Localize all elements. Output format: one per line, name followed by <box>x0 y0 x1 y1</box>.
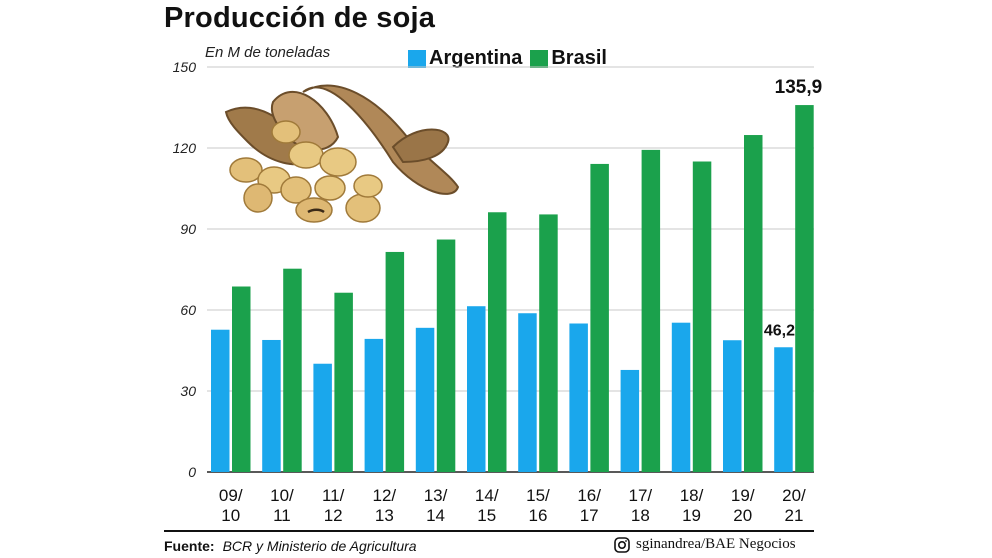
x-tick-label-2-1: 12 <box>324 506 343 525</box>
data-label-argentina-11: 46,2 <box>764 322 795 339</box>
legend: Argentina Brasil <box>408 47 615 70</box>
bar-chart: 0 30 60 90 120 150 09/10 10/11 11/12 12/13 13/14 1… <box>173 59 823 525</box>
bar-brasil-5 <box>488 212 507 472</box>
y-tick-label-150: 150 <box>173 59 197 75</box>
x-tick-label-0-1: 10 <box>221 506 240 525</box>
x-tick-label-11-0: 20/ <box>782 486 806 505</box>
y-tick-label-60: 60 <box>180 302 196 318</box>
bar-argentina-9 <box>671 322 691 472</box>
bar-brasil-3 <box>385 251 405 472</box>
x-tick-label-9-0: 18/ <box>680 486 704 505</box>
x-tick-label-5-0: 14/ <box>475 486 499 505</box>
soybean-pods-icon <box>224 84 460 223</box>
x-tick-label-0-0: 09/ <box>219 486 243 505</box>
x-tick-label-4-0: 13/ <box>424 486 448 505</box>
data-label-brasil-11: 135,9 <box>775 77 823 98</box>
x-tick-label-8-0: 17/ <box>629 486 653 505</box>
bar-argentina-1 <box>262 339 281 472</box>
credit-text: sginandrea/BAE Negocios <box>636 536 796 552</box>
y-tick-label-30: 30 <box>180 383 196 399</box>
x-tick-label-6-1: 16 <box>528 506 547 525</box>
x-tick-label-11-1: 21 <box>784 506 803 525</box>
source-text: BCR y Ministerio de Agricultura <box>222 538 417 554</box>
bar-brasil-11 <box>795 105 814 472</box>
bar-brasil-10 <box>744 135 763 473</box>
bars <box>211 105 814 473</box>
bar-brasil-2 <box>334 292 353 472</box>
legend-item-argentina: Argentina <box>408 47 522 70</box>
bar-brasil-0 <box>232 286 251 472</box>
x-tick-label-3-1: 13 <box>375 506 394 525</box>
chart-title: Producción de soja <box>164 2 436 34</box>
bar-argentina-5 <box>467 306 486 472</box>
x-axis-labels: 09/10 10/11 11/12 12/13 13/14 14/15 15/16 16/17… <box>219 486 806 525</box>
legend-item-brasil: Brasil <box>530 47 607 70</box>
bar-argentina-4 <box>415 327 435 472</box>
legend-label-brasil: Brasil <box>551 47 607 69</box>
bar-argentina-2 <box>313 363 332 472</box>
footer-divider <box>164 530 814 532</box>
bar-brasil-7 <box>590 163 609 472</box>
x-tick-label-1-0: 10/ <box>270 486 294 505</box>
y-axis-labels: 0 30 60 90 120 150 <box>173 59 197 480</box>
x-tick-label-9-1: 19 <box>682 506 701 525</box>
x-tick-label-2-0: 11/ <box>322 486 345 505</box>
instagram-icon <box>614 536 630 553</box>
source-note: Fuente: BCR y Ministerio de Agricultura <box>164 538 417 554</box>
credit: sginandrea/BAE Negocios <box>614 536 796 553</box>
bar-brasil-8 <box>641 149 661 472</box>
bar-argentina-3 <box>364 338 384 472</box>
legend-swatch-brasil <box>530 49 549 68</box>
x-tick-label-5-1: 15 <box>477 506 496 525</box>
bar-brasil-1 <box>283 268 302 472</box>
x-tick-label-3-0: 12/ <box>373 486 397 505</box>
bar-argentina-6 <box>518 313 537 472</box>
y-tick-label-120: 120 <box>173 140 197 156</box>
unit-label: En M de toneladas <box>205 44 331 61</box>
grid-lines <box>207 66 814 473</box>
x-tick-label-7-0: 16/ <box>577 486 601 505</box>
x-tick-label-10-0: 19/ <box>731 486 755 505</box>
bar-brasil-4 <box>436 239 456 472</box>
bar-argentina-0 <box>211 329 230 472</box>
source-label: Fuente: <box>164 538 215 554</box>
bar-argentina-11 <box>774 347 793 472</box>
y-tick-label-90: 90 <box>180 221 196 237</box>
x-tick-label-1-1: 11 <box>273 506 291 525</box>
x-tick-label-7-1: 17 <box>580 506 599 525</box>
bar-brasil-9 <box>692 161 712 472</box>
bar-argentina-7 <box>569 323 588 472</box>
bar-argentina-10 <box>723 340 742 472</box>
legend-swatch-argentina <box>408 49 426 68</box>
bar-argentina-8 <box>620 369 640 472</box>
bar-brasil-6 <box>539 214 558 473</box>
legend-label-argentina: Argentina <box>429 47 523 69</box>
x-tick-label-6-0: 15/ <box>526 486 550 505</box>
y-tick-label-0: 0 <box>188 464 196 480</box>
x-tick-label-10-1: 20 <box>733 506 752 525</box>
data-labels: 46,2 135,9 <box>764 77 822 339</box>
x-tick-label-4-1: 14 <box>426 506 445 525</box>
x-tick-label-8-1: 18 <box>631 506 650 525</box>
